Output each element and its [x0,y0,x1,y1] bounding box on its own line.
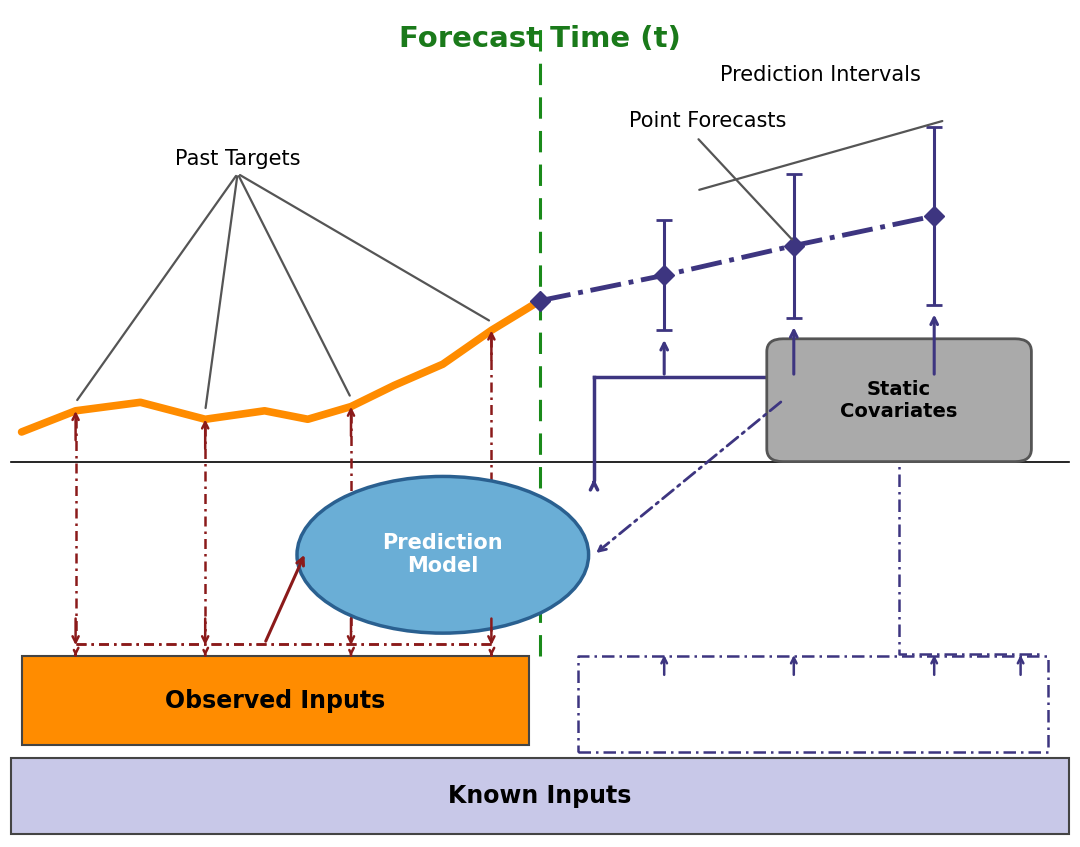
Ellipse shape [297,476,589,634]
Text: Past Targets: Past Targets [175,149,300,169]
Text: Known Inputs: Known Inputs [448,784,632,808]
Text: Forecast Time (t): Forecast Time (t) [400,25,680,53]
FancyBboxPatch shape [22,656,529,745]
Text: Prediction Intervals: Prediction Intervals [720,64,921,85]
FancyBboxPatch shape [11,758,1069,834]
FancyBboxPatch shape [767,339,1031,462]
Text: Static
Covariates: Static Covariates [840,379,958,421]
Text: Observed Inputs: Observed Inputs [165,689,386,713]
Text: Prediction
Model: Prediction Model [382,533,503,577]
Text: Point Forecasts: Point Forecasts [629,111,786,131]
